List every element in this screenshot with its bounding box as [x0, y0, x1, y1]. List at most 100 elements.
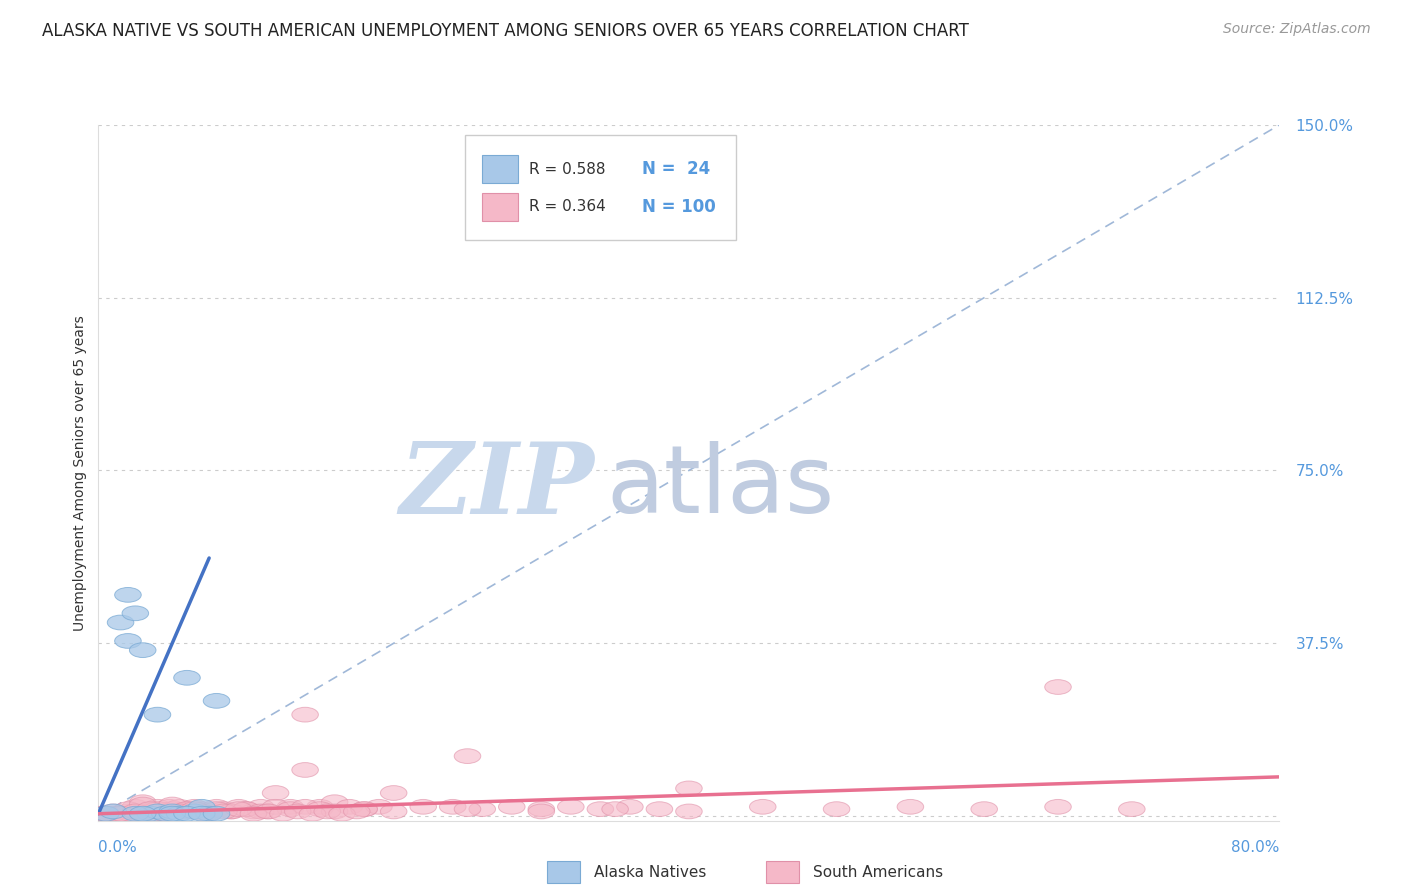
Ellipse shape	[454, 802, 481, 816]
FancyBboxPatch shape	[482, 155, 517, 184]
Ellipse shape	[152, 806, 179, 822]
Ellipse shape	[299, 806, 326, 822]
Ellipse shape	[204, 806, 229, 822]
Ellipse shape	[240, 804, 267, 819]
Ellipse shape	[166, 806, 193, 822]
Ellipse shape	[136, 802, 163, 816]
Ellipse shape	[336, 799, 363, 814]
Ellipse shape	[129, 643, 156, 657]
Ellipse shape	[159, 804, 186, 819]
Ellipse shape	[558, 799, 583, 814]
Ellipse shape	[107, 615, 134, 630]
Ellipse shape	[240, 806, 267, 822]
Ellipse shape	[647, 802, 672, 816]
Ellipse shape	[195, 806, 222, 822]
Ellipse shape	[188, 799, 215, 814]
Text: ZIP: ZIP	[399, 439, 595, 535]
Ellipse shape	[145, 707, 170, 722]
Ellipse shape	[897, 799, 924, 814]
Ellipse shape	[529, 802, 554, 816]
Ellipse shape	[166, 799, 193, 814]
Ellipse shape	[115, 588, 141, 602]
Ellipse shape	[156, 799, 183, 814]
Ellipse shape	[159, 797, 186, 812]
Ellipse shape	[195, 804, 222, 819]
Ellipse shape	[152, 806, 179, 822]
Ellipse shape	[247, 804, 274, 819]
Ellipse shape	[86, 806, 111, 822]
Text: atlas: atlas	[606, 441, 835, 533]
Ellipse shape	[247, 799, 274, 814]
Ellipse shape	[115, 804, 141, 819]
Ellipse shape	[1119, 802, 1144, 816]
Ellipse shape	[277, 802, 304, 816]
Ellipse shape	[107, 806, 134, 822]
Ellipse shape	[129, 797, 156, 812]
Ellipse shape	[352, 802, 377, 816]
Ellipse shape	[170, 804, 197, 819]
Ellipse shape	[136, 804, 163, 819]
Ellipse shape	[145, 802, 170, 816]
Ellipse shape	[749, 799, 776, 814]
Ellipse shape	[188, 806, 215, 822]
Ellipse shape	[122, 806, 149, 822]
Ellipse shape	[174, 802, 200, 816]
Ellipse shape	[588, 802, 613, 816]
Text: South Americans: South Americans	[813, 864, 943, 880]
Text: ALASKA NATIVE VS SOUTH AMERICAN UNEMPLOYMENT AMONG SENIORS OVER 65 YEARS CORRELA: ALASKA NATIVE VS SOUTH AMERICAN UNEMPLOY…	[42, 22, 969, 40]
Ellipse shape	[186, 804, 212, 819]
Ellipse shape	[254, 804, 281, 819]
Ellipse shape	[322, 795, 347, 810]
Ellipse shape	[145, 804, 170, 819]
Text: Source: ZipAtlas.com: Source: ZipAtlas.com	[1223, 22, 1371, 37]
Ellipse shape	[211, 804, 238, 819]
Ellipse shape	[93, 806, 120, 822]
Ellipse shape	[191, 806, 218, 822]
Text: N =  24: N = 24	[641, 161, 710, 178]
Ellipse shape	[100, 804, 127, 819]
Ellipse shape	[1045, 680, 1071, 694]
Ellipse shape	[617, 799, 643, 814]
Ellipse shape	[292, 763, 318, 777]
Ellipse shape	[204, 799, 229, 814]
Ellipse shape	[174, 671, 200, 685]
Ellipse shape	[129, 806, 156, 822]
Ellipse shape	[263, 786, 288, 800]
Ellipse shape	[314, 804, 340, 819]
Ellipse shape	[411, 799, 436, 814]
Ellipse shape	[322, 804, 347, 819]
FancyBboxPatch shape	[464, 136, 737, 240]
Ellipse shape	[470, 802, 495, 816]
Ellipse shape	[254, 804, 281, 819]
Ellipse shape	[115, 802, 141, 816]
Ellipse shape	[329, 806, 356, 822]
Ellipse shape	[676, 804, 702, 819]
Ellipse shape	[122, 606, 149, 621]
Ellipse shape	[1045, 799, 1071, 814]
Ellipse shape	[233, 802, 259, 816]
Ellipse shape	[233, 802, 259, 816]
Ellipse shape	[181, 799, 208, 814]
FancyBboxPatch shape	[547, 861, 581, 883]
Ellipse shape	[181, 802, 208, 816]
Ellipse shape	[602, 802, 628, 816]
Ellipse shape	[225, 802, 252, 816]
Ellipse shape	[115, 633, 141, 648]
Ellipse shape	[174, 806, 200, 822]
Ellipse shape	[307, 799, 333, 814]
Ellipse shape	[118, 806, 145, 822]
Text: R = 0.588: R = 0.588	[530, 162, 606, 177]
Ellipse shape	[148, 804, 174, 819]
Text: R = 0.364: R = 0.364	[530, 200, 606, 214]
Ellipse shape	[100, 806, 127, 822]
Ellipse shape	[292, 707, 318, 722]
Ellipse shape	[454, 748, 481, 764]
Ellipse shape	[676, 781, 702, 796]
Text: 80.0%: 80.0%	[1232, 840, 1279, 855]
Ellipse shape	[218, 804, 245, 819]
Ellipse shape	[122, 804, 149, 819]
Ellipse shape	[307, 802, 333, 816]
Ellipse shape	[159, 806, 186, 822]
Text: Alaska Natives: Alaska Natives	[595, 864, 707, 880]
Ellipse shape	[136, 806, 163, 822]
